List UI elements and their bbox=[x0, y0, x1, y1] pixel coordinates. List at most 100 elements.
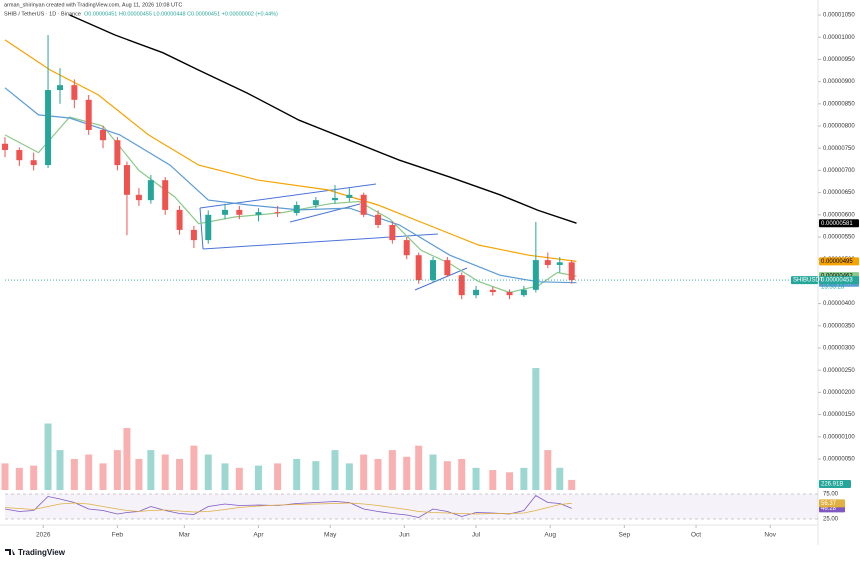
candle-body bbox=[312, 200, 319, 206]
candle-body bbox=[346, 194, 353, 198]
candle-body bbox=[16, 149, 23, 161]
volume-bar bbox=[520, 467, 528, 490]
volume-bar bbox=[374, 458, 382, 490]
volume-bar bbox=[1, 463, 9, 490]
candle-body bbox=[375, 214, 382, 226]
rsi-tag: 56.37 bbox=[821, 501, 837, 507]
volume-bar bbox=[388, 450, 396, 490]
y-tick-label: 0.00000050 bbox=[823, 457, 855, 463]
candle-body bbox=[221, 209, 228, 215]
candle-body bbox=[100, 129, 107, 141]
logo-text: TradingView bbox=[18, 548, 66, 557]
y-tick-label: 0.00000200 bbox=[823, 390, 855, 396]
candle-body bbox=[444, 260, 451, 276]
y-tick-label: 0.00000800 bbox=[823, 124, 855, 130]
candle-body bbox=[568, 262, 575, 281]
rsi-tag: 46.28 bbox=[821, 506, 837, 512]
volume-bar bbox=[331, 450, 339, 490]
volume-bar bbox=[147, 450, 155, 490]
candle-body bbox=[458, 275, 465, 296]
moving-average bbox=[4, 39, 577, 262]
y-tick-label: 0.00000600 bbox=[823, 212, 855, 218]
y-tick-label: 0.00000700 bbox=[823, 168, 855, 174]
volume-bar bbox=[176, 458, 184, 490]
candle-body bbox=[147, 180, 154, 201]
y-tick-label: 0.00000400 bbox=[823, 301, 855, 307]
price-tag-bg bbox=[819, 276, 859, 285]
candle-body bbox=[45, 90, 52, 166]
candle-body bbox=[544, 260, 551, 265]
candle-body bbox=[236, 209, 243, 215]
y-tick-label: 0.00000350 bbox=[823, 323, 855, 329]
rsi-tick-label: 75.00 bbox=[823, 492, 839, 498]
volume-bar bbox=[506, 472, 514, 490]
candle-body bbox=[473, 289, 480, 296]
volume-bar bbox=[345, 463, 353, 490]
rsi-line bbox=[4, 502, 572, 515]
candle-body bbox=[403, 240, 410, 256]
x-tick-label: Sep bbox=[619, 532, 631, 539]
trend-line bbox=[199, 207, 204, 250]
volume-bar bbox=[44, 423, 52, 490]
symbol: SHIB / TetherUS · 1D · Binance bbox=[4, 11, 81, 17]
candle-body bbox=[135, 194, 142, 201]
logo-icon bbox=[5, 549, 15, 555]
candle-body bbox=[162, 180, 169, 210]
symbol-tag: SHIBUSDT bbox=[793, 278, 824, 284]
moving-average bbox=[4, 87, 577, 284]
candle-body bbox=[85, 99, 92, 130]
logo: TradingView bbox=[5, 548, 66, 557]
y-tick-label: 0.00001000 bbox=[823, 35, 855, 41]
candle-body bbox=[274, 212, 281, 214]
ma-tag-bg bbox=[819, 219, 859, 228]
y-tick-label: 0.00001050 bbox=[823, 13, 855, 19]
moving-average bbox=[69, 14, 577, 224]
volume-bar bbox=[489, 470, 497, 490]
volume-tag: 226.91B bbox=[821, 482, 843, 488]
x-tick-label: 2026 bbox=[36, 532, 51, 539]
volume-bar bbox=[190, 445, 198, 490]
volume-bar bbox=[403, 456, 411, 490]
trend-lines bbox=[199, 183, 468, 291]
y-tick-label: 0.00000300 bbox=[823, 346, 855, 352]
volume-bar bbox=[443, 461, 451, 490]
volume-bar bbox=[458, 458, 466, 490]
x-tick-label: May bbox=[324, 532, 337, 539]
volume-bar bbox=[161, 454, 169, 490]
trend-line bbox=[202, 233, 439, 250]
rsi-tick-label: 25.00 bbox=[823, 517, 839, 523]
volume-bar bbox=[556, 467, 564, 490]
candle-body bbox=[331, 197, 338, 201]
y-tick-label: 0.00000250 bbox=[823, 368, 855, 374]
x-tick-label: Apr bbox=[253, 532, 264, 539]
volume-bar bbox=[429, 454, 437, 490]
volume-bar bbox=[415, 445, 423, 490]
trend-line bbox=[289, 203, 361, 223]
symbol-tag-bg bbox=[791, 276, 818, 285]
y-tick-label: 0.00000100 bbox=[823, 434, 855, 440]
x-tick-label: Jun bbox=[399, 532, 410, 539]
candle-body bbox=[114, 140, 121, 166]
candle-body bbox=[389, 225, 396, 241]
volume-bar bbox=[293, 458, 301, 490]
volume-bar bbox=[135, 458, 143, 490]
volume-bar bbox=[360, 454, 368, 490]
candle-body bbox=[293, 205, 300, 214]
x-tick-label: Mar bbox=[179, 532, 191, 539]
candle-body bbox=[532, 260, 539, 290]
volume-bar bbox=[123, 427, 131, 490]
rsi-band bbox=[5, 494, 818, 519]
candle-body bbox=[123, 165, 130, 195]
volume-bar bbox=[221, 463, 229, 490]
volume-bar bbox=[113, 450, 121, 490]
candle-body bbox=[176, 209, 183, 230]
candle-body bbox=[30, 160, 37, 166]
volume-bar bbox=[274, 463, 282, 490]
volume-bar bbox=[15, 467, 23, 490]
volume-bar bbox=[312, 461, 320, 490]
y-tick-label: 0.00000950 bbox=[823, 57, 855, 63]
y-tick-label: 0.00000550 bbox=[823, 235, 855, 241]
x-tick-label: Aug bbox=[544, 532, 556, 539]
candle-body bbox=[2, 143, 8, 150]
